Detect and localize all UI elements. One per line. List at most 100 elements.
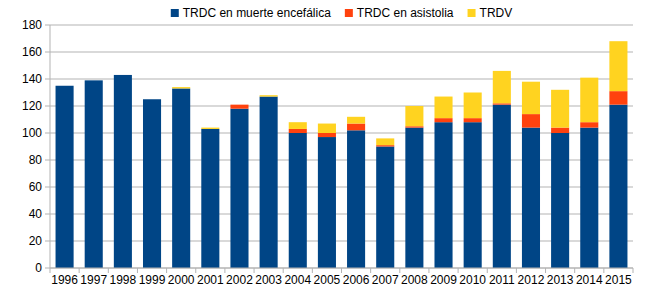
x-tick-label: 2011 (489, 273, 515, 287)
legend-label: TRDC en muerte encefálica (183, 6, 331, 20)
legend: TRDC en muerte encefálica TRDC en asistol… (171, 6, 512, 20)
bar-segment (289, 122, 307, 129)
x-tick-label: 2014 (576, 273, 603, 287)
y-tick-label: 120 (22, 99, 42, 113)
bar-segment (230, 104, 248, 105)
bar-segment (143, 99, 161, 100)
x-tick-label: 1997 (80, 273, 107, 287)
grid-line (50, 187, 633, 188)
y-tick (45, 106, 50, 107)
bar-segment (56, 85, 74, 86)
bar-segment (201, 128, 219, 129)
grid-line (50, 241, 633, 242)
bar-segment (551, 128, 569, 133)
legend-swatch (171, 9, 179, 17)
bars (56, 41, 628, 268)
bar-segment (464, 93, 482, 119)
grid-line (50, 106, 633, 107)
bar-segment (260, 95, 278, 96)
bar-segment (493, 105, 511, 268)
bar-segment (318, 124, 336, 133)
bar-segment (289, 133, 307, 268)
bar-segment (609, 91, 627, 105)
x-tick-label: 2000 (168, 273, 195, 287)
grid-line (50, 268, 633, 269)
bar-segment (522, 114, 540, 128)
x-tick-label: 2005 (314, 273, 341, 287)
y-tick (45, 214, 50, 215)
x-tick-label: 2013 (547, 273, 574, 287)
grid-line (50, 52, 633, 53)
y-tick (45, 52, 50, 53)
grid-line (50, 79, 633, 80)
x-tick-label: 1996 (51, 273, 78, 287)
y-tick (45, 25, 50, 26)
x-tick-label: 1998 (110, 273, 137, 287)
bar-segment (493, 71, 511, 103)
x-axis (50, 268, 633, 269)
bar-segment (230, 105, 248, 109)
bar-segment (464, 118, 482, 122)
bar-segment (230, 109, 248, 268)
x-tick-label: 2015 (605, 273, 632, 287)
bar-segment (143, 99, 161, 100)
x-tick-label: 2001 (197, 273, 224, 287)
bar-segment (289, 129, 307, 133)
bar-segment (580, 78, 598, 123)
bar-segment (172, 88, 190, 89)
bar-segment (434, 122, 452, 268)
bar-segment (85, 80, 103, 268)
y-tick-label: 60 (29, 180, 43, 194)
y-tick-label: 180 (22, 18, 42, 32)
x-tick (487, 268, 488, 273)
legend-swatch (345, 9, 353, 17)
y-tick (45, 187, 50, 188)
x-tick-label: 2009 (430, 273, 457, 287)
bar-segment (347, 117, 365, 124)
x-tick-label: 2012 (518, 273, 545, 287)
y-axis (50, 25, 51, 268)
bar-segment (347, 130, 365, 268)
bar-segment (434, 118, 452, 122)
y-tick (45, 268, 50, 269)
bar-segment (551, 133, 569, 268)
x-tick-label: 2003 (255, 273, 282, 287)
bar-segment (318, 137, 336, 268)
y-tick (45, 79, 50, 80)
y-tick-label: 20 (29, 234, 43, 248)
y-tick-label: 80 (29, 153, 43, 167)
y-tick-label: 140 (22, 72, 42, 86)
bar-segment (114, 75, 132, 268)
bar-segment (580, 122, 598, 127)
bar-segment (609, 41, 627, 91)
y-tick-label: 40 (29, 207, 43, 221)
bar-segment (405, 106, 423, 126)
bar-segment (405, 128, 423, 268)
grid-line (50, 133, 633, 134)
bar-segment (56, 85, 74, 86)
x-tick-label: 2010 (459, 273, 486, 287)
bar-segment (405, 126, 423, 127)
legend-label: TRDC en asistolia (357, 6, 454, 20)
bar-segment (114, 74, 132, 75)
x-tick-label: 2006 (343, 273, 370, 287)
bar-segment (376, 147, 394, 269)
bar-segment (493, 103, 511, 104)
bar-segment (201, 128, 219, 129)
bar-segment (172, 88, 190, 268)
bar-segment (434, 97, 452, 119)
grid-line (50, 25, 633, 26)
bar-segment (522, 128, 540, 268)
x-tick-label: 2008 (401, 273, 428, 287)
bar-segment (318, 133, 336, 137)
grid-line (50, 214, 633, 215)
bar-segment (114, 74, 132, 75)
bar-segment (201, 129, 219, 268)
x-tick-label: 2007 (372, 273, 399, 287)
bar-segment (85, 80, 103, 81)
y-tick (45, 133, 50, 134)
bar-segment (56, 86, 74, 268)
y-tick (45, 241, 50, 242)
x-tick (633, 268, 634, 273)
bar-segment (260, 97, 278, 268)
